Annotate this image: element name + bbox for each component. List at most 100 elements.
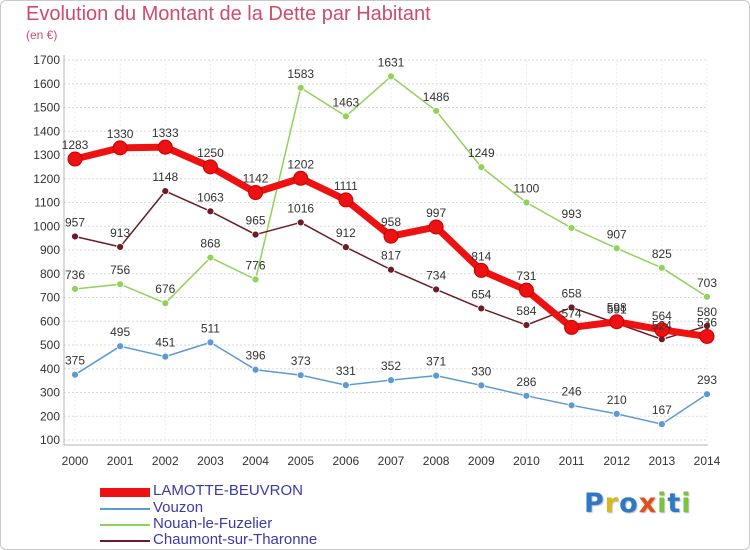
data-point xyxy=(477,381,486,390)
data-label: 1202 xyxy=(287,157,314,171)
data-point xyxy=(296,83,305,92)
data-label: 495 xyxy=(110,325,130,339)
y-tick-label: 1700 xyxy=(33,53,60,67)
data-label: 825 xyxy=(652,247,672,261)
data-label: 574 xyxy=(562,306,582,320)
data-label: 913 xyxy=(110,226,130,240)
y-tick-label: 1400 xyxy=(33,124,60,138)
data-point xyxy=(341,243,350,252)
legend-swatch xyxy=(100,524,150,526)
data-point xyxy=(116,243,125,251)
data-label: 997 xyxy=(426,206,446,220)
data-label: 524 xyxy=(652,318,672,332)
data-label: 246 xyxy=(562,384,582,398)
data-point xyxy=(206,207,215,216)
data-label: 965 xyxy=(246,214,266,228)
data-point xyxy=(657,420,666,428)
data-label: 564 xyxy=(652,309,672,323)
data-point xyxy=(473,262,489,278)
data-label: 654 xyxy=(471,287,491,301)
data-point xyxy=(293,170,309,186)
legend-label: LAMOTTE-BEUVRON xyxy=(153,482,304,499)
data-label: 331 xyxy=(336,364,356,378)
x-tick-label: 2003 xyxy=(197,454,224,468)
logo-letter: i xyxy=(681,488,692,519)
x-tick-label: 2009 xyxy=(468,454,495,468)
data-label: 658 xyxy=(562,286,582,300)
x-tick-label: 2005 xyxy=(287,454,314,468)
logo-letter: P xyxy=(584,488,605,519)
data-label: 1250 xyxy=(197,146,224,160)
data-label: 584 xyxy=(516,304,536,318)
data-point xyxy=(612,409,621,418)
data-label: 736 xyxy=(65,268,85,282)
data-label: 352 xyxy=(381,359,401,373)
legend-label: Chaumont-sur-Tharonne xyxy=(153,531,318,548)
data-point xyxy=(699,328,715,344)
data-label: 1148 xyxy=(152,170,178,184)
data-point xyxy=(567,401,576,410)
data-point xyxy=(477,163,486,172)
data-label: 1142 xyxy=(243,172,269,186)
x-tick-label: 2008 xyxy=(423,454,450,468)
logo-letter: o xyxy=(619,488,639,519)
data-label: 536 xyxy=(697,315,717,329)
data-label: 957 xyxy=(65,215,85,229)
legend-label: Nouan-le-Fuzelier xyxy=(153,515,273,532)
data-label: 580 xyxy=(697,305,717,319)
data-point xyxy=(612,244,621,253)
y-tick-label: 200 xyxy=(40,409,60,423)
data-point xyxy=(116,280,125,289)
data-point xyxy=(432,371,441,380)
y-tick-label: 500 xyxy=(40,338,60,352)
data-point xyxy=(251,365,260,374)
y-tick-label: 1300 xyxy=(33,148,60,162)
y-tick-label: 1000 xyxy=(33,219,60,233)
x-tick-label: 2000 xyxy=(62,454,89,468)
legend-swatch xyxy=(100,540,150,542)
data-label: 286 xyxy=(516,375,536,389)
data-label: 776 xyxy=(246,258,266,272)
data-point xyxy=(296,218,305,227)
y-tick-label: 900 xyxy=(40,243,60,257)
logo-letter: x xyxy=(638,488,658,519)
logo-letter: r xyxy=(604,488,620,519)
data-label: 511 xyxy=(201,321,220,335)
data-point xyxy=(432,106,441,115)
chart-title: Evolution du Montant de la Dette par Hab… xyxy=(26,3,431,25)
data-point xyxy=(71,370,79,379)
data-point xyxy=(567,303,576,312)
data-label: 731 xyxy=(516,269,536,283)
x-tick-label: 2001 xyxy=(107,454,134,468)
data-label: 1100 xyxy=(514,182,540,196)
data-point xyxy=(248,185,264,201)
data-label: 396 xyxy=(246,349,266,363)
data-point xyxy=(522,198,531,207)
data-point xyxy=(71,232,79,241)
x-tick-label: 2012 xyxy=(603,454,630,468)
proxiti-logo: Proxiti xyxy=(584,488,692,519)
y-tick-label: 1500 xyxy=(33,101,60,115)
data-label: 1330 xyxy=(107,127,134,141)
data-label: 371 xyxy=(426,355,446,369)
data-label: 373 xyxy=(291,354,311,368)
data-label: 1583 xyxy=(287,67,314,81)
y-tick-label: 700 xyxy=(40,291,60,305)
y-tick-label: 600 xyxy=(40,314,60,328)
data-point xyxy=(338,192,354,208)
chart-subtitle: (en €) xyxy=(26,28,58,42)
data-label: 598 xyxy=(607,301,627,315)
data-label: 1333 xyxy=(152,126,179,140)
y-tick-label: 800 xyxy=(40,267,60,281)
x-tick-label: 2014 xyxy=(694,454,721,468)
data-label: 907 xyxy=(607,227,627,241)
data-label: 167 xyxy=(652,403,672,417)
data-point xyxy=(428,219,444,235)
data-label: 210 xyxy=(607,393,627,407)
data-label: 958 xyxy=(381,215,401,229)
data-point xyxy=(567,224,576,232)
data-label: 1063 xyxy=(197,190,224,204)
data-label: 1016 xyxy=(287,201,314,215)
